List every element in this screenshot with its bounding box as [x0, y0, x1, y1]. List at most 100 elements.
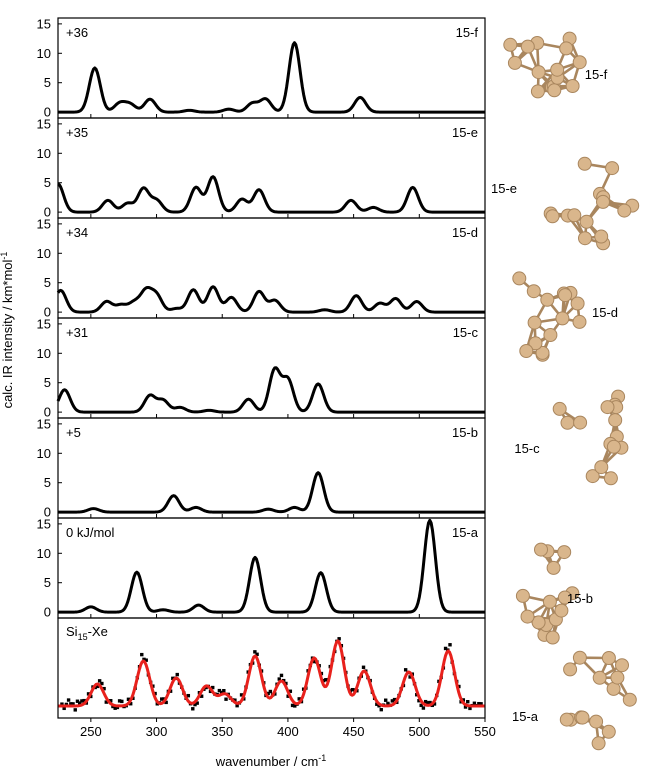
experiment-fit-line [57, 639, 486, 708]
experiment-point [428, 700, 432, 705]
experiment-point [297, 697, 301, 701]
cluster-atom [596, 194, 610, 209]
experiment-point [266, 691, 270, 696]
y-tick-label: 5 [44, 575, 51, 590]
experiment-point [337, 637, 341, 641]
experiment-point [379, 707, 383, 712]
y-tick-label: 10 [37, 46, 51, 61]
experiment-point [69, 702, 73, 706]
cluster-structures: 15-f 15-e 15-d 15-c 15-b 15-a [491, 31, 640, 751]
experiment-point [235, 703, 239, 708]
y-tick-label: 0 [44, 105, 51, 120]
y-tick-label: 5 [44, 175, 51, 190]
spectrum-line-15-c [56, 366, 486, 414]
y-tick-label: 10 [37, 446, 51, 461]
y-tick-label: 0 [44, 505, 51, 520]
experiment-point [142, 657, 146, 662]
cluster-atom [572, 55, 587, 70]
energy-label-15-f: +36 [66, 25, 88, 40]
experiment-point [293, 704, 297, 708]
experiment-point [361, 665, 366, 669]
cluster-atom [528, 336, 543, 351]
y-tick-label: 15 [37, 316, 51, 331]
experiment-point [286, 694, 290, 698]
energy-label-15-b: +5 [66, 425, 81, 440]
experiment-point [171, 676, 175, 681]
cluster-atom [600, 400, 615, 415]
experiment-point [479, 702, 483, 706]
cluster-atom [606, 439, 621, 454]
cluster-atom [577, 156, 592, 171]
experiment-point [386, 701, 390, 706]
experiment-point [268, 689, 273, 694]
cluster-atom [572, 650, 587, 665]
cluster-atom [601, 651, 616, 665]
energy-label-15-c: +31 [66, 325, 88, 340]
experiment-point [468, 706, 472, 711]
cluster-atom [534, 542, 548, 557]
panel-label-15-b: 15-b [452, 425, 478, 440]
cluster-atom [559, 41, 574, 56]
experiment-point [144, 658, 148, 662]
cluster-atom [615, 658, 629, 673]
experiment-point [253, 650, 257, 654]
experiment-panel [57, 637, 486, 712]
experiment-point [77, 701, 82, 705]
panel-label-15-e: 15-e [452, 125, 478, 140]
cluster-structure-15-b [515, 542, 580, 645]
experiment-point [277, 677, 281, 681]
experiment-point [392, 697, 397, 702]
experiment-point [120, 699, 124, 704]
energy-label-15-e: +35 [66, 125, 88, 140]
cluster-atom [503, 37, 518, 52]
cluster-atom [535, 345, 550, 360]
cluster-structure-15-f [503, 31, 587, 99]
experiment-point [73, 708, 77, 712]
panel-frame [57, 317, 486, 419]
experiment-point [463, 705, 468, 709]
experiment-point [102, 686, 106, 691]
cluster-atom [585, 469, 600, 484]
spectrum-line-15-f [57, 41, 486, 114]
cluster-structure-15-d [512, 271, 587, 362]
experiment-point [175, 672, 179, 677]
panel-label-15-a: 15-a [452, 525, 479, 540]
y-tick-label: 0 [44, 605, 51, 620]
experiment-point [64, 702, 69, 707]
experiment-point [115, 705, 120, 710]
cluster-atom [540, 292, 555, 307]
cluster-atom [567, 208, 582, 223]
y-axis-title-sup: -1 [0, 252, 9, 260]
cluster-atom [565, 79, 580, 93]
experiment-point [117, 699, 122, 703]
experiment-point [432, 702, 437, 706]
experiment-point [75, 699, 80, 703]
cluster-atom [520, 39, 535, 54]
cluster-atom [617, 203, 632, 218]
experiment-point [191, 707, 195, 711]
experiment-point [126, 697, 131, 701]
experiment-point [104, 700, 108, 704]
experiment-point [390, 699, 395, 703]
experiment-point [375, 702, 379, 706]
experiment-point [71, 702, 75, 706]
cluster-atom [527, 315, 542, 330]
experiment-frame [57, 617, 486, 719]
experiment-point [195, 701, 199, 705]
cluster-atom [572, 314, 587, 329]
y-tick-label: 5 [44, 75, 51, 90]
y-axis-title: calc. IR intensity / km*mol-1 [0, 252, 15, 409]
y-tick-label: 10 [37, 146, 51, 161]
cluster-atom [519, 344, 534, 358]
cluster-atom [603, 471, 618, 486]
cluster-atom [512, 271, 527, 286]
cluster-atom [591, 736, 606, 751]
experiment-point [140, 652, 144, 657]
experiment-point [457, 684, 461, 689]
cluster-atom [594, 460, 609, 475]
experiment-point [403, 668, 408, 672]
experiment-point [448, 643, 452, 647]
cluster-atom [601, 724, 616, 739]
experiment-point [426, 701, 430, 705]
